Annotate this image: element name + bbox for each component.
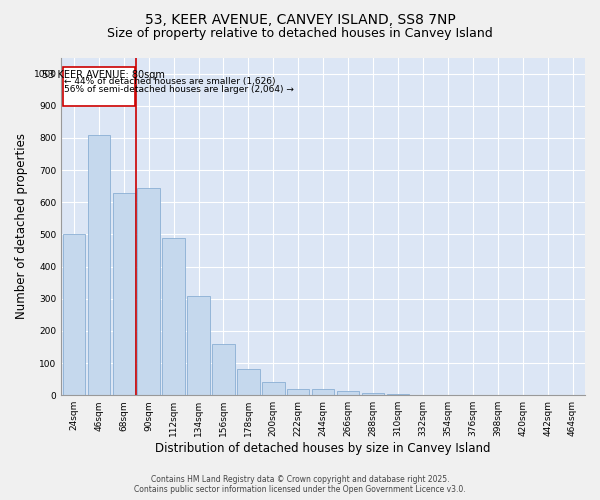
Bar (337, 392, 359, 395)
Text: ← 44% of detached houses are smaller (1,626): ← 44% of detached houses are smaller (1,… (64, 77, 275, 86)
Bar (237, 370, 260, 395)
Bar (187, 296, 210, 395)
Text: 56% of semi-detached houses are larger (2,064) →: 56% of semi-detached houses are larger (… (64, 86, 294, 94)
X-axis label: Distribution of detached houses by size in Canvey Island: Distribution of detached houses by size … (155, 442, 491, 455)
Text: Contains HM Land Registry data © Crown copyright and database right 2025.
Contai: Contains HM Land Registry data © Crown c… (134, 474, 466, 494)
Bar (137, 188, 160, 395)
Text: 53 KEER AVENUE: 80sqm: 53 KEER AVENUE: 80sqm (43, 70, 165, 80)
Bar (163, 238, 185, 395)
FancyBboxPatch shape (62, 67, 135, 106)
Bar (362, 393, 384, 395)
Text: 53, KEER AVENUE, CANVEY ISLAND, SS8 7NP: 53, KEER AVENUE, CANVEY ISLAND, SS8 7NP (145, 12, 455, 26)
Text: Size of property relative to detached houses in Canvey Island: Size of property relative to detached ho… (107, 28, 493, 40)
Bar (88, 134, 110, 395)
Bar (262, 382, 284, 395)
Y-axis label: Number of detached properties: Number of detached properties (15, 134, 28, 320)
Bar (412, 394, 434, 395)
Bar (113, 192, 135, 395)
Bar (312, 389, 334, 395)
Bar (62, 234, 85, 395)
Bar (387, 394, 409, 395)
Bar (287, 389, 310, 395)
Bar (212, 344, 235, 395)
